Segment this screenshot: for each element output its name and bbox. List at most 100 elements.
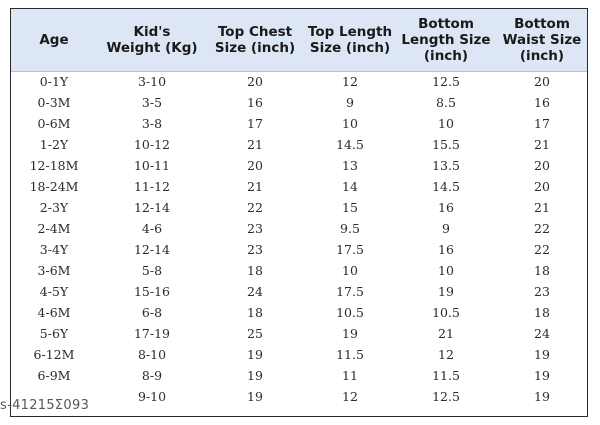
weight-cell: 6-8 [141, 305, 163, 320]
bottom-length-cell: 15.5 [432, 137, 460, 152]
age-cell: 2-3Y [39, 200, 69, 215]
bottom-length-cell: 14.5 [432, 179, 460, 194]
bottom-waist-cell: 18 [534, 305, 550, 320]
bottom-length-cell: 13.5 [432, 158, 460, 173]
weight-cell: 8-9 [141, 368, 163, 383]
age-cell: 0-6M [37, 116, 71, 131]
bottom-length-cell: 10 [438, 116, 454, 131]
bottom-length-cell: 10 [438, 263, 454, 278]
weight-cell: 17-19 [133, 326, 171, 341]
age-cell: 18-24M [29, 179, 79, 194]
weight-cell: 15-16 [133, 284, 171, 299]
table-row: 0-1Y 3-10 20 12 12.5 20 [11, 71, 587, 92]
top-chest-cell: 19 [247, 389, 263, 404]
top-length-cell: 17.5 [336, 242, 364, 257]
table-row: 12-18M 10-11 20 13 13.5 20 [11, 155, 587, 176]
weight-cell: 10-11 [133, 158, 171, 173]
size-chart-frame: Age Kid's Weight (Kg) Top Chest Size (in… [10, 8, 588, 417]
weight-cell: 8-10 [137, 347, 167, 362]
header-top-length: Top Length Size (inch) [303, 9, 397, 72]
top-chest-cell: 20 [247, 158, 263, 173]
age-cell [11, 386, 97, 407]
top-length-cell: 12 [342, 74, 358, 90]
top-chest-cell: 18 [247, 305, 263, 320]
bottom-waist-cell: 16 [534, 95, 550, 110]
top-length-cell: 11.5 [336, 347, 364, 362]
bottom-waist-cell: 20 [534, 179, 550, 194]
bottom-waist-cell: 19 [534, 347, 550, 362]
bottom-waist-cell: 20 [534, 74, 550, 90]
bottom-length-cell: 16 [438, 242, 454, 257]
age-cell: 2-4M [37, 221, 71, 236]
table-row: 4-5Y 15-16 24 17.5 19 23 [11, 281, 587, 302]
age-cell: 4-6M [37, 305, 71, 320]
table-header: Age Kid's Weight (Kg) Top Chest Size (in… [11, 9, 587, 72]
weight-cell: 11-12 [133, 179, 171, 194]
table-row: 0-3M 3-5 16 9 8.5 16 [11, 92, 587, 113]
table-body: 0-1Y 3-10 20 12 12.5 20 0-3M 3-5 16 9 8.5 16 0-6M 3-8… [11, 71, 587, 407]
bottom-length-cell: 10.5 [432, 305, 460, 320]
bottom-waist-cell: 22 [534, 221, 550, 236]
age-cell: 12-18M [29, 158, 79, 173]
age-cell: 0-1Y [39, 74, 69, 90]
bottom-waist-cell: 19 [534, 389, 550, 404]
bottom-waist-cell: 19 [534, 368, 550, 383]
top-chest-cell: 25 [247, 326, 263, 341]
top-chest-cell: 24 [247, 284, 263, 299]
top-chest-cell: 21 [247, 137, 263, 152]
bottom-waist-cell: 24 [534, 326, 550, 341]
weight-cell: 5-8 [141, 263, 163, 278]
top-length-cell: 10.5 [336, 305, 364, 320]
bottom-length-cell: 8.5 [436, 95, 456, 110]
table-row: 2-4M 4-6 23 9.5 9 22 [11, 218, 587, 239]
bottom-length-cell: 12.5 [432, 389, 460, 404]
table-row: 9-10 19 12 12.5 19 [11, 386, 587, 407]
table-row: 6-12M 8-10 19 11.5 12 19 [11, 344, 587, 365]
bottom-waist-cell: 17 [534, 116, 550, 131]
header-bottom-waist: Bottom Waist Size (inch) [495, 9, 587, 72]
bottom-length-cell: 21 [438, 326, 454, 341]
weight-cell: 4-6 [141, 221, 163, 236]
weight-cell: 12-14 [133, 242, 171, 257]
age-cell: 5-6Y [39, 326, 69, 341]
bottom-waist-cell: 22 [534, 242, 550, 257]
top-length-cell: 9 [346, 95, 354, 110]
age-cell: 6-9M [37, 368, 71, 383]
bottom-waist-cell: 21 [534, 137, 550, 152]
bottom-length-cell: 12 [438, 347, 454, 362]
top-length-cell: 10 [342, 116, 358, 131]
top-chest-cell: 18 [247, 263, 263, 278]
top-length-cell: 10 [342, 263, 358, 278]
table-row: 5-6Y 17-19 25 19 21 24 [11, 323, 587, 344]
top-length-cell: 12 [342, 389, 358, 404]
top-length-cell: 11 [342, 368, 358, 383]
table-row: 2-3Y 12-14 22 15 16 21 [11, 197, 587, 218]
age-cell: 6-12M [33, 347, 75, 362]
bottom-length-cell: 11.5 [432, 368, 460, 383]
top-chest-cell: 22 [247, 200, 263, 215]
table-row: 0-6M 3-8 17 10 10 17 [11, 113, 587, 134]
weight-cell: 9-10 [137, 389, 167, 404]
table-row: 3-4Y 12-14 23 17.5 16 22 [11, 239, 587, 260]
header-bottom-length: Bottom Length Size (inch) [397, 9, 495, 72]
top-chest-cell: 23 [247, 221, 263, 236]
weight-cell: 10-12 [133, 137, 171, 152]
table-row: 3-6M 5-8 18 10 10 18 [11, 260, 587, 281]
top-length-cell: 19 [342, 326, 358, 341]
age-cell: 3-4Y [39, 242, 69, 257]
header-row: Age Kid's Weight (Kg) Top Chest Size (in… [11, 9, 587, 72]
bottom-length-cell: 16 [438, 200, 454, 215]
age-cell: 3-6M [37, 263, 71, 278]
bottom-length-cell: 12.5 [432, 74, 460, 90]
top-chest-cell: 19 [247, 368, 263, 383]
top-chest-cell: 20 [247, 74, 263, 90]
top-length-cell: 15 [342, 200, 358, 215]
table-row: 6-9M 8-9 19 11 11.5 19 [11, 365, 587, 386]
top-chest-cell: 21 [247, 179, 263, 194]
bottom-waist-cell: 23 [534, 284, 550, 299]
top-chest-cell: 19 [247, 347, 263, 362]
age-cell: 0-3M [37, 95, 71, 110]
weight-cell: 3-5 [141, 95, 163, 110]
top-length-cell: 14.5 [336, 137, 364, 152]
top-length-cell: 13 [342, 158, 358, 173]
